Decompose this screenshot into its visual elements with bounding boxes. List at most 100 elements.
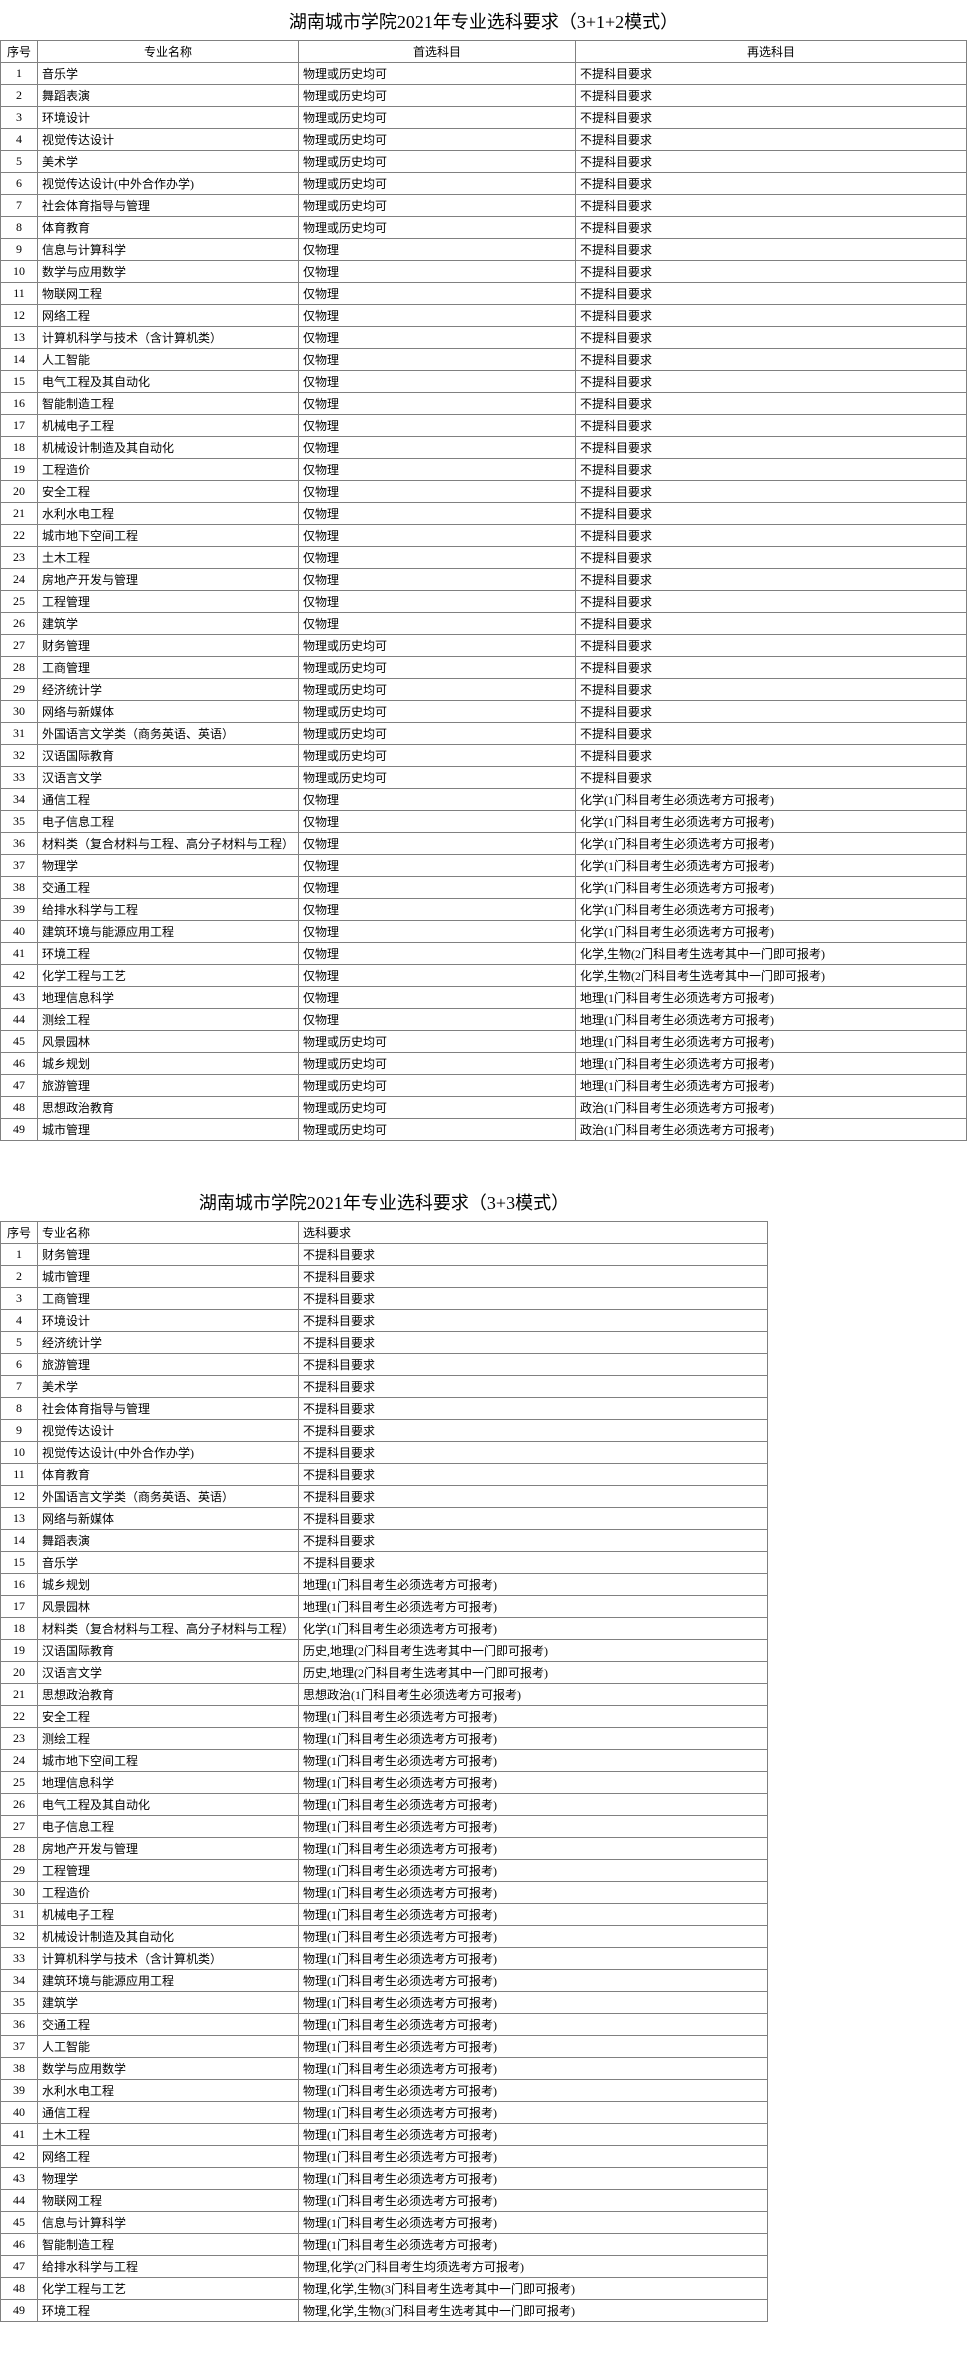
- table-row: 20汉语言文学历史,地理(2门科目考生选考其中一门即可报考): [1, 1662, 768, 1684]
- table-cell-num: 34: [1, 789, 38, 811]
- table-row: 49城市管理物理或历史均可政治(1门科目考生必须选考方可报考): [1, 1119, 967, 1141]
- table-row: 7美术学不提科目要求: [1, 1376, 768, 1398]
- table-cell-primary: 仅物理: [299, 327, 576, 349]
- table-cell-num: 35: [1, 1992, 38, 2014]
- table-cell-name: 财务管理: [38, 1244, 299, 1266]
- table-cell-secondary: 不提科目要求: [576, 195, 967, 217]
- table2-title: 湖南城市学院2021年专业选科要求（3+3模式）: [0, 1181, 768, 1221]
- table-cell-num: 39: [1, 899, 38, 921]
- table-row: 14舞蹈表演不提科目要求: [1, 1530, 768, 1552]
- table-cell-secondary: 不提科目要求: [576, 569, 967, 591]
- table-cell-req: 物理(1门科目考生必须选考方可报考): [299, 2234, 768, 2256]
- table-cell-num: 41: [1, 943, 38, 965]
- table-cell-num: 21: [1, 503, 38, 525]
- table-cell-secondary: 不提科目要求: [576, 151, 967, 173]
- table1-header-row: 序号 专业名称 首选科目 再选科目: [1, 41, 967, 63]
- table-row: 48化学工程与工艺物理,化学,生物(3门科目考生选考其中一门即可报考): [1, 2278, 768, 2300]
- table-cell-num: 16: [1, 393, 38, 415]
- table-cell-num: 19: [1, 459, 38, 481]
- table1: 序号 专业名称 首选科目 再选科目 1音乐学物理或历史均可不提科目要求2舞蹈表演…: [0, 40, 967, 1141]
- table-cell-secondary: 不提科目要求: [576, 503, 967, 525]
- table-cell-req: 不提科目要求: [299, 1354, 768, 1376]
- table-cell-num: 28: [1, 1838, 38, 1860]
- table-cell-num: 30: [1, 701, 38, 723]
- table-cell-num: 4: [1, 129, 38, 151]
- table-cell-primary: 仅物理: [299, 239, 576, 261]
- table-row: 41土木工程物理(1门科目考生必须选考方可报考): [1, 2124, 768, 2146]
- table-cell-name: 外国语言文学类（商务英语、英语）: [38, 723, 299, 745]
- table-row: 6旅游管理不提科目要求: [1, 1354, 768, 1376]
- table-cell-req: 物理(1门科目考生必须选考方可报考): [299, 2058, 768, 2080]
- table-cell-num: 23: [1, 1728, 38, 1750]
- table-row: 2舞蹈表演物理或历史均可不提科目要求: [1, 85, 967, 107]
- table-cell-name: 电子信息工程: [38, 1816, 299, 1838]
- table-cell-name: 汉语言文学: [38, 1662, 299, 1684]
- table-cell-num: 45: [1, 1031, 38, 1053]
- table-cell-req: 物理(1门科目考生必须选考方可报考): [299, 2124, 768, 2146]
- table-cell-name: 城市管理: [38, 1119, 299, 1141]
- table-cell-primary: 物理或历史均可: [299, 1031, 576, 1053]
- table-row: 37物理学仅物理化学(1门科目考生必须选考方可报考): [1, 855, 967, 877]
- table-row: 15电气工程及其自动化仅物理不提科目要求: [1, 371, 967, 393]
- table-cell-primary: 物理或历史均可: [299, 63, 576, 85]
- table-row: 19工程造价仅物理不提科目要求: [1, 459, 967, 481]
- table-cell-primary: 仅物理: [299, 569, 576, 591]
- table-cell-primary: 物理或历史均可: [299, 1053, 576, 1075]
- table-cell-name: 机械设计制造及其自动化: [38, 1926, 299, 1948]
- table-row: 42网络工程物理(1门科目考生必须选考方可报考): [1, 2146, 768, 2168]
- table-cell-req: 不提科目要求: [299, 1288, 768, 1310]
- table-row: 33汉语言文学物理或历史均可不提科目要求: [1, 767, 967, 789]
- table-cell-req: 不提科目要求: [299, 1332, 768, 1354]
- table-cell-primary: 仅物理: [299, 877, 576, 899]
- table-cell-primary: 仅物理: [299, 855, 576, 877]
- table-cell-primary: 仅物理: [299, 899, 576, 921]
- table-cell-name: 物联网工程: [38, 2190, 299, 2212]
- table-cell-name: 建筑学: [38, 613, 299, 635]
- table-cell-secondary: 政治(1门科目考生必须选考方可报考): [576, 1097, 967, 1119]
- table-cell-name: 工程造价: [38, 1882, 299, 1904]
- table-cell-req: 不提科目要求: [299, 1552, 768, 1574]
- table-cell-num: 17: [1, 415, 38, 437]
- table-cell-num: 32: [1, 745, 38, 767]
- table1-title: 湖南城市学院2021年专业选科要求（3+1+2模式）: [0, 0, 967, 40]
- table-cell-primary: 仅物理: [299, 305, 576, 327]
- table-cell-req: 物理(1门科目考生必须选考方可报考): [299, 1750, 768, 1772]
- table-cell-num: 23: [1, 547, 38, 569]
- table-cell-req: 地理(1门科目考生必须选考方可报考): [299, 1596, 768, 1618]
- table-cell-name: 计算机科学与技术（含计算机类）: [38, 1948, 299, 1970]
- table-cell-primary: 物理或历史均可: [299, 767, 576, 789]
- table-cell-num: 6: [1, 173, 38, 195]
- table-cell-num: 13: [1, 327, 38, 349]
- table-row: 25工程管理仅物理不提科目要求: [1, 591, 967, 613]
- table-cell-num: 11: [1, 283, 38, 305]
- table-cell-primary: 物理或历史均可: [299, 1119, 576, 1141]
- table-row: 45风景园林物理或历史均可地理(1门科目考生必须选考方可报考): [1, 1031, 967, 1053]
- table-cell-secondary: 不提科目要求: [576, 107, 967, 129]
- table-cell-num: 29: [1, 1860, 38, 1882]
- table-cell-secondary: 化学(1门科目考生必须选考方可报考): [576, 899, 967, 921]
- table-cell-secondary: 不提科目要求: [576, 437, 967, 459]
- table-cell-num: 22: [1, 525, 38, 547]
- table-cell-num: 42: [1, 965, 38, 987]
- table-row: 47旅游管理物理或历史均可地理(1门科目考生必须选考方可报考): [1, 1075, 967, 1097]
- table-cell-req: 物理(1门科目考生必须选考方可报考): [299, 2102, 768, 2124]
- table-row: 41环境工程仅物理化学,生物(2门科目考生选考其中一门即可报考): [1, 943, 967, 965]
- table-cell-primary: 仅物理: [299, 987, 576, 1009]
- table-cell-primary: 物理或历史均可: [299, 129, 576, 151]
- table-cell-name: 外国语言文学类（商务英语、英语）: [38, 1486, 299, 1508]
- table-row: 1财务管理不提科目要求: [1, 1244, 768, 1266]
- table-row: 24房地产开发与管理仅物理不提科目要求: [1, 569, 967, 591]
- table-row: 44测绘工程仅物理地理(1门科目考生必须选考方可报考): [1, 1009, 967, 1031]
- table-cell-name: 旅游管理: [38, 1354, 299, 1376]
- table-cell-num: 8: [1, 217, 38, 239]
- table-cell-req: 物理(1门科目考生必须选考方可报考): [299, 2212, 768, 2234]
- table-row: 31外国语言文学类（商务英语、英语）物理或历史均可不提科目要求: [1, 723, 967, 745]
- table-cell-num: 14: [1, 1530, 38, 1552]
- table-row: 48思想政治教育物理或历史均可政治(1门科目考生必须选考方可报考): [1, 1097, 967, 1119]
- table-cell-req: 物理(1门科目考生必须选考方可报考): [299, 1904, 768, 1926]
- table1-header-secondary: 再选科目: [576, 41, 967, 63]
- table-cell-num: 30: [1, 1882, 38, 1904]
- table-cell-num: 28: [1, 657, 38, 679]
- table-cell-secondary: 不提科目要求: [576, 283, 967, 305]
- table2-header-name: 专业名称: [38, 1222, 299, 1244]
